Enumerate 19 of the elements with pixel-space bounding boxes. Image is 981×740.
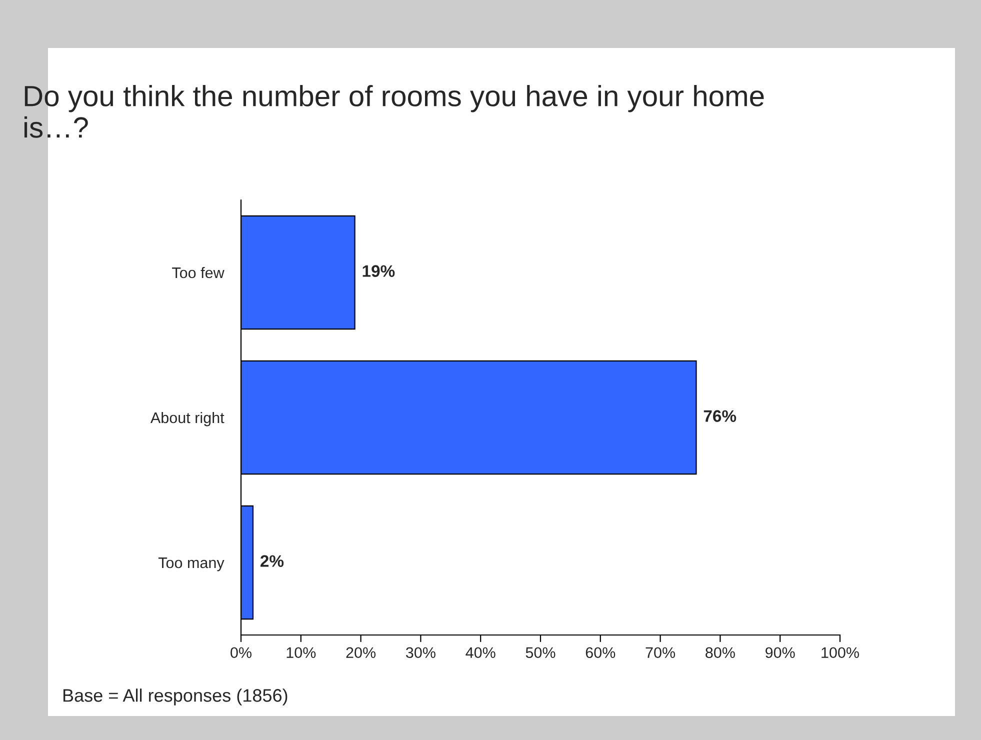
- data-label: 2%: [260, 555, 284, 567]
- x-tick-label: 40%: [466, 647, 496, 658]
- x-tick-label: 0%: [230, 647, 252, 658]
- x-tick-label: 20%: [346, 647, 376, 658]
- x-tick-label: 60%: [586, 647, 616, 658]
- x-tick-label: 30%: [406, 647, 436, 658]
- y-tick-label: About right: [150, 412, 224, 426]
- x-tick-label: 90%: [766, 647, 795, 658]
- data-label: 19%: [362, 265, 395, 277]
- x-tick-label: 100%: [822, 647, 859, 658]
- chart-title: Do you think the number of rooms you have in your home is…?: [24, 85, 764, 138]
- x-tick-label: 80%: [706, 647, 735, 658]
- x-tick-label: 10%: [286, 647, 316, 658]
- x-tick-label: 50%: [526, 647, 556, 658]
- data-label: 76%: [704, 410, 736, 422]
- y-tick-label: Too many: [158, 558, 224, 572]
- x-tick-label: 70%: [646, 647, 676, 658]
- text: Base = All responses (1856): [63, 688, 288, 706]
- y-tick-label: Too few: [172, 266, 224, 278]
